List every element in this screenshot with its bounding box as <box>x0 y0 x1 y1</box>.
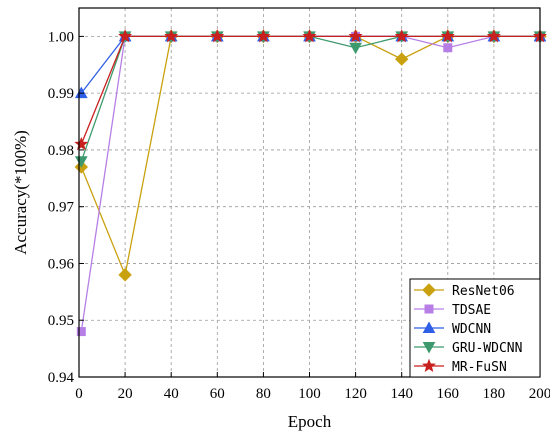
data-point-resnet06 <box>394 52 409 66</box>
data-point-gru-wdcnn <box>349 42 362 55</box>
x-tick-label: 200 <box>529 386 550 402</box>
data-point-mr-fusn <box>486 29 501 43</box>
x-tick-label: 20 <box>118 386 133 402</box>
ticks-layer: 0 20 40 60 80 100 120 140 160 180 200 0.94 0.95 0.96 0… <box>48 29 550 402</box>
series-resnet06 <box>74 29 547 282</box>
legend-marker-gru-wdcnn <box>422 342 436 354</box>
data-point-mr-fusn <box>74 136 89 151</box>
series-gru-wdcnn <box>74 31 547 168</box>
y-tick-label: 0.94 <box>48 370 75 386</box>
y-tick-label: 0.95 <box>48 313 74 329</box>
series-mr-fusn <box>74 29 548 151</box>
y-tick-label: 1.00 <box>48 29 74 45</box>
legend-label-resnet06: ResNet06 <box>452 284 515 299</box>
data-point-mr-fusn <box>256 29 271 43</box>
y-tick-label: 0.99 <box>48 86 74 102</box>
y-axis-title: Accuracy(*100%) <box>11 130 30 255</box>
data-point-mr-fusn <box>348 29 363 43</box>
legend-label-gru-wdcnn: GRU-WDCNN <box>452 341 522 356</box>
data-point-mr-fusn <box>118 29 133 43</box>
data-point-tdsae <box>76 327 86 337</box>
y-tick-label: 0.98 <box>48 143 74 159</box>
legend-label-wdcnn: WDCNN <box>452 322 491 337</box>
x-tick-label: 60 <box>210 386 225 402</box>
legend-label-tdsae: TDSAE <box>452 303 491 318</box>
data-point-mr-fusn <box>440 29 455 43</box>
data-point-mr-fusn <box>210 29 225 43</box>
data-point-mr-fusn <box>302 29 317 43</box>
series-line-resnet06 <box>80 35 540 278</box>
y-tick-label: 0.96 <box>48 256 75 272</box>
x-tick-label: 160 <box>437 386 460 402</box>
legend-marker-mr-fusn <box>421 358 437 372</box>
data-point-resnet06 <box>118 268 132 282</box>
legend-marker-wdcnn <box>422 321 436 333</box>
y-tick-label: 0.97 <box>48 200 75 216</box>
data-point-tdsae <box>443 43 453 53</box>
x-tick-label: 120 <box>344 386 367 402</box>
legend: ResNet06 TDSAE WDCNN GRU-WDCNN MR-FuSN <box>409 278 541 378</box>
series-line-mr-fusn <box>80 35 540 145</box>
legend-label-mr-fusn: MR-FuSN <box>452 360 507 375</box>
legend-marker-resnet06 <box>422 283 436 297</box>
x-axis-title: Epoch <box>288 412 332 431</box>
series-line-wdcnn <box>80 35 540 94</box>
x-tick-label: 40 <box>164 386 179 402</box>
x-tick-label: 100 <box>298 386 321 402</box>
x-tick-label: 80 <box>256 386 271 402</box>
x-tick-label: 0 <box>75 386 83 402</box>
data-point-mr-fusn <box>394 29 409 43</box>
legend-marker-tdsae <box>424 304 434 314</box>
x-tick-label: 140 <box>390 386 413 402</box>
x-tick-label: 180 <box>483 386 506 402</box>
data-point-mr-fusn <box>164 29 179 43</box>
